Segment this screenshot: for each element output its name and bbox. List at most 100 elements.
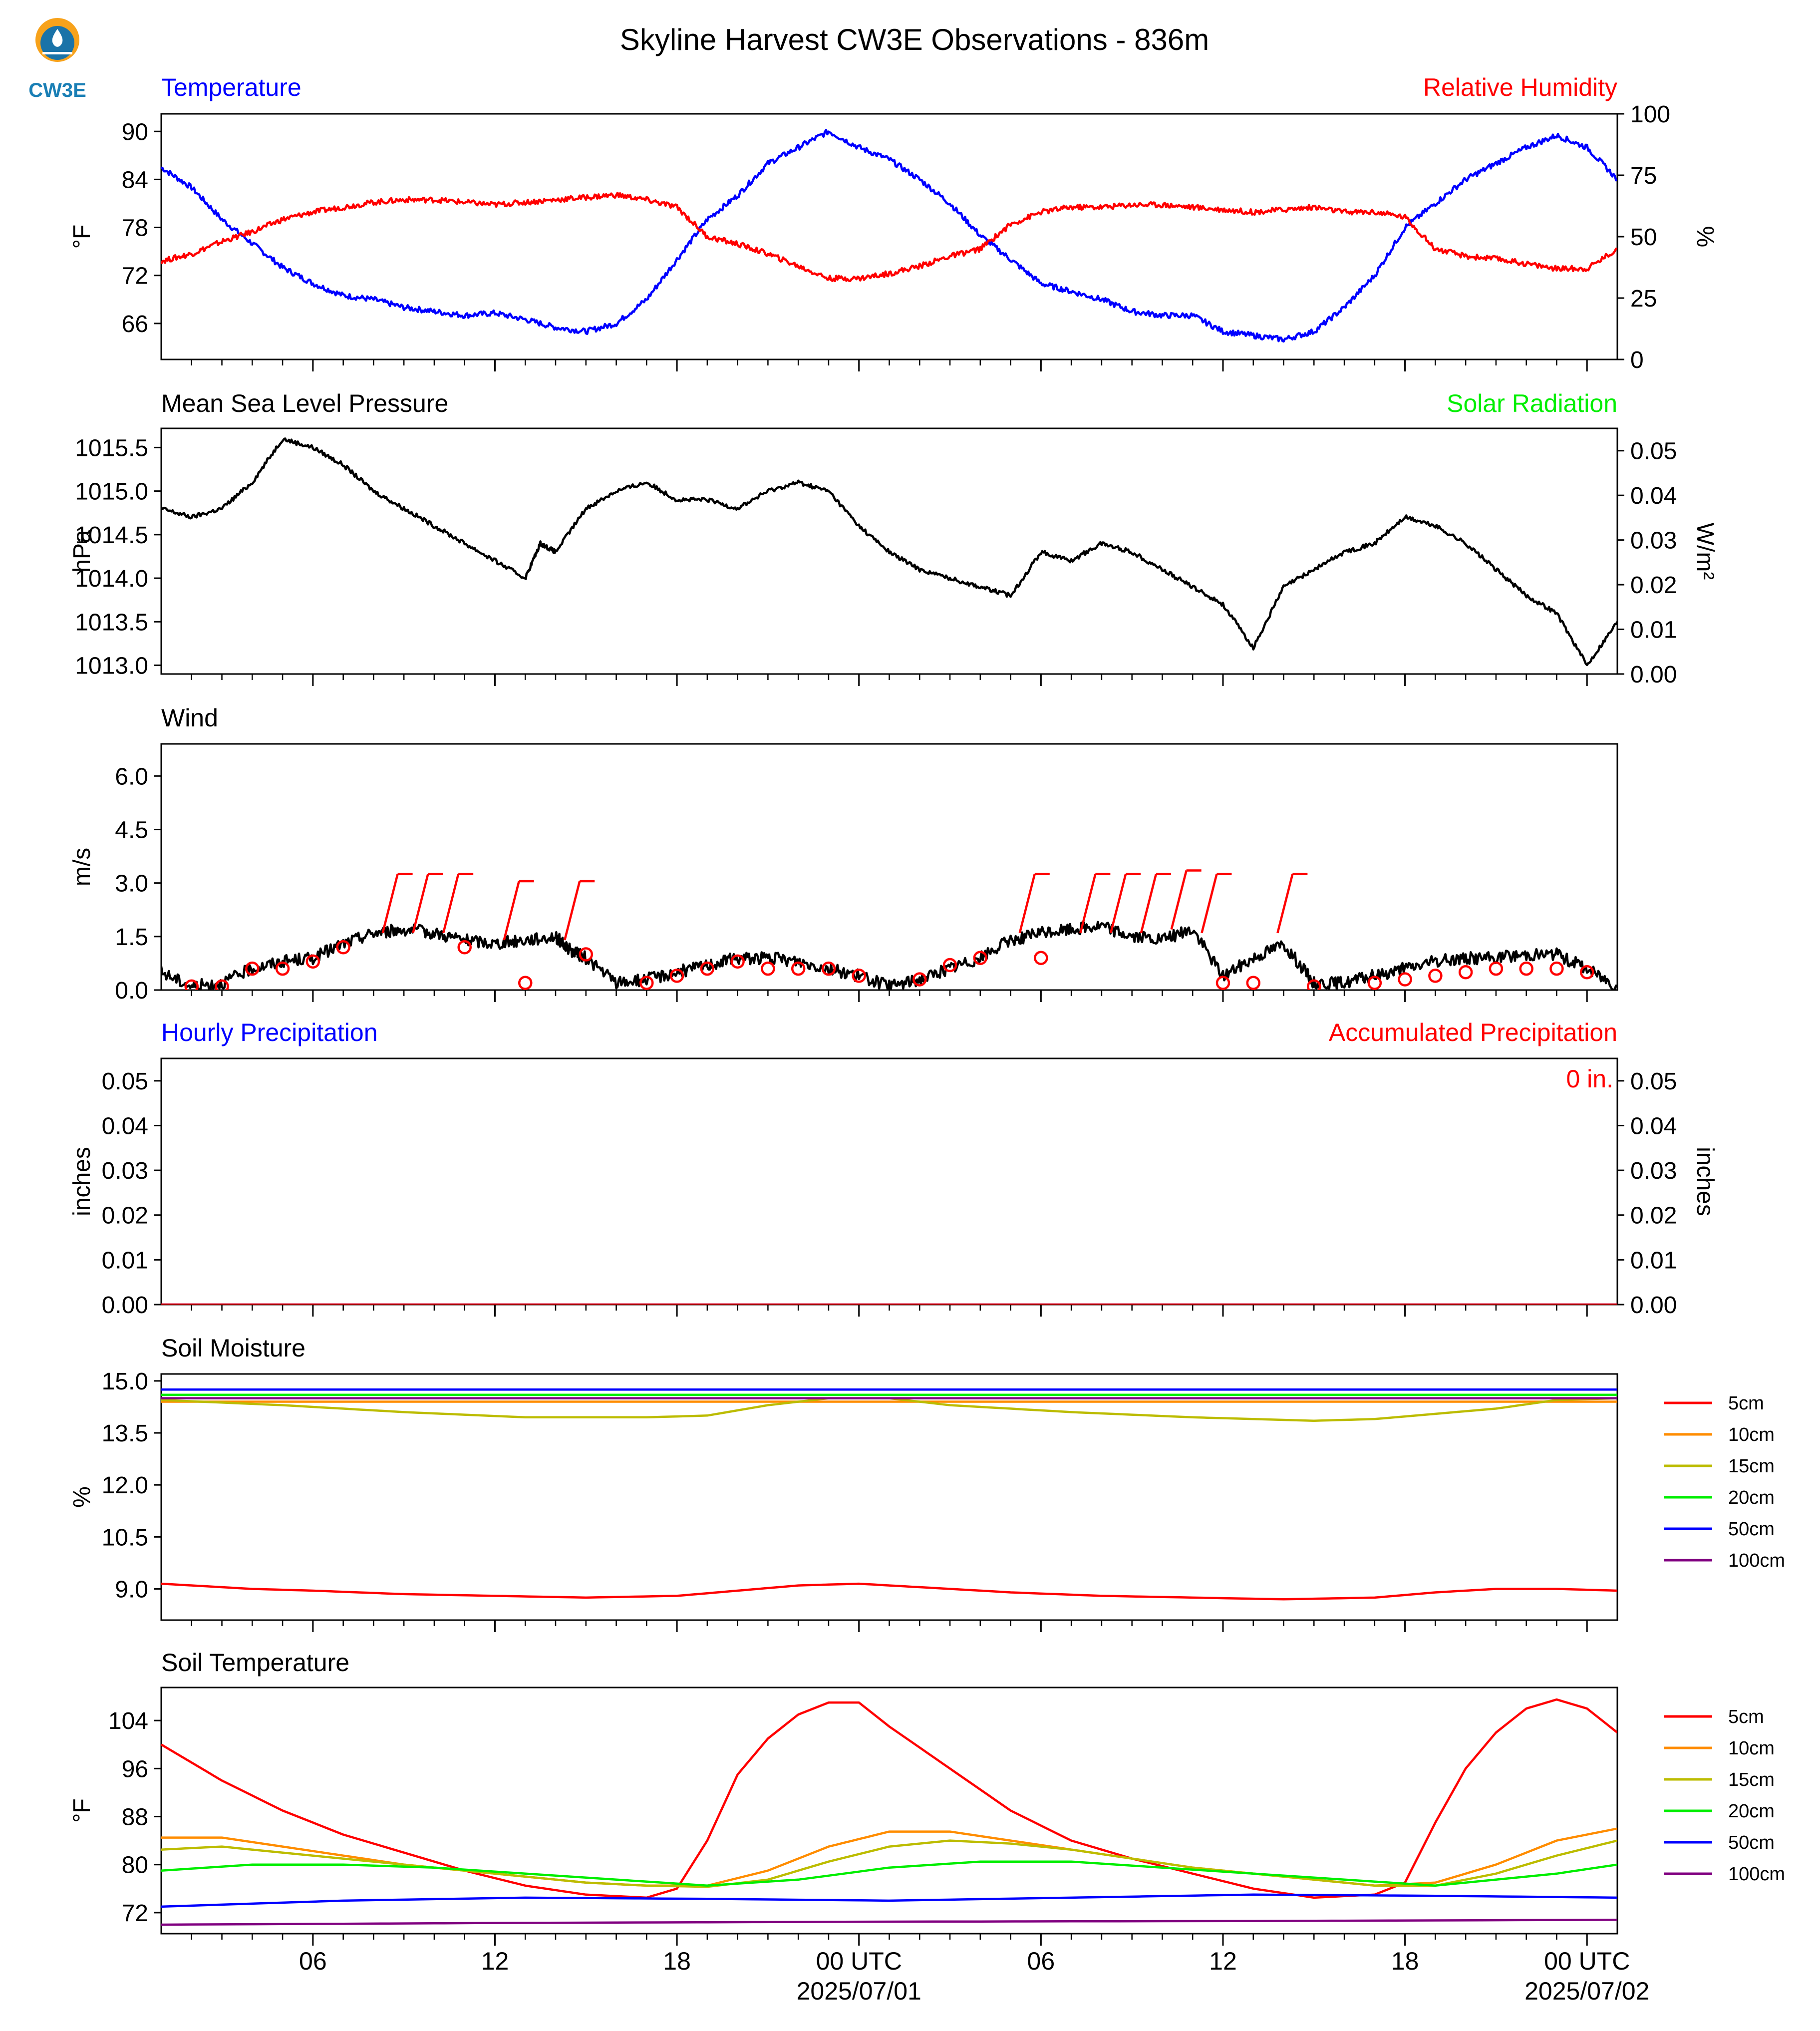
y-tick-label-right: 0.03 xyxy=(1630,528,1677,554)
wind-barb-staff xyxy=(381,874,399,934)
y-tick-label-right: 0 xyxy=(1630,347,1644,373)
legend-label: 100cm xyxy=(1728,1550,1785,1571)
y-tick-label-left: 0.0 xyxy=(115,978,148,1004)
wind-barb-staff xyxy=(1170,870,1188,930)
x-tick-label: 18 xyxy=(663,1947,691,1975)
y-tick-label-right: 0.05 xyxy=(1630,438,1677,465)
x-tick-label: 00 UTC xyxy=(1544,1947,1630,1975)
wind-calm-circle xyxy=(457,940,472,955)
y-tick-label-left: 1013.0 xyxy=(75,653,148,679)
y-tick-label-right: 0.01 xyxy=(1630,617,1677,644)
panel-pressure: Mean Sea Level Pressure Solar Radiation 10… xyxy=(69,389,1718,688)
legend-label: 10cm xyxy=(1728,1738,1775,1759)
chart-title: Skyline Harvest CW3E Observations - 836m xyxy=(620,23,1209,56)
y-axis-label-left: inches xyxy=(69,1147,95,1216)
legend-label: 10cm xyxy=(1728,1424,1775,1445)
y-axis-label-left: % xyxy=(69,1486,95,1508)
wind-calm-circle xyxy=(1398,972,1412,987)
y-tick-label-left: 0.01 xyxy=(102,1247,148,1274)
legend-label: 15cm xyxy=(1728,1456,1775,1477)
y-tick-label-left: 84 xyxy=(122,167,148,193)
x-tick-sublabel: 2025/07/01 xyxy=(797,1977,921,2005)
logo-text: CW3E xyxy=(28,79,86,101)
wind-calm-circle xyxy=(518,976,533,990)
wind-barb xyxy=(412,873,443,934)
panel-title-right: Solar Radiation xyxy=(1447,389,1617,417)
x-tick-label: 00 UTC xyxy=(816,1947,902,1975)
legend-label: 15cm xyxy=(1728,1769,1775,1790)
wind-calm-circle xyxy=(336,940,350,955)
wind-calm-circle xyxy=(1246,976,1260,990)
y-tick-label-left: 78 xyxy=(122,215,148,242)
wind-calm-circle xyxy=(1034,951,1048,965)
wind-barb-staff xyxy=(1201,874,1218,934)
series-line-soil_temperature-4 xyxy=(161,1893,1617,1908)
wind-calm-circle xyxy=(1428,969,1443,983)
panel-title-right: Accumulated Precipitation xyxy=(1329,1018,1617,1046)
wind-barb-staff xyxy=(1140,874,1158,934)
y-axis-label-right: % xyxy=(1692,226,1718,248)
y-tick-label-right: 0.02 xyxy=(1630,572,1677,599)
y-tick-label-left: 66 xyxy=(122,311,148,338)
y-axis-label-left: °F xyxy=(69,225,95,249)
y-tick-label-right: 0.00 xyxy=(1630,1292,1677,1319)
panel-soil_moisture: Soil Moisture 9.0 10.5 12.0 13.5 15.0% 5cm 10cm… xyxy=(69,1334,1785,1632)
y-tick-label-left: 1014.5 xyxy=(75,522,148,549)
x-tick-label: 06 xyxy=(299,1947,327,1975)
wind-barb-staff xyxy=(442,874,460,934)
y-axis-label-left: °F xyxy=(69,1798,95,1823)
wind-calm-circle xyxy=(1307,979,1321,990)
y-tick-label-left: 104 xyxy=(108,1708,148,1734)
y-tick-label-left: 15.0 xyxy=(102,1368,148,1395)
legend: 5cm 10cm 15cm 20cm 50cm 100cm xyxy=(1664,1706,1785,1885)
wind-calm-circle xyxy=(1215,976,1230,990)
y-tick-label-left: 88 xyxy=(122,1804,148,1831)
y-tick-label-right: 50 xyxy=(1630,224,1657,251)
y-tick-label-right: 0.00 xyxy=(1630,662,1677,688)
wind-barb xyxy=(564,880,595,941)
series-line-pressure-0 xyxy=(161,437,1617,667)
wind-calm-circle xyxy=(730,954,745,969)
y-tick-label-left: 90 xyxy=(122,119,148,145)
y-tick-label-left: 1015.5 xyxy=(75,435,148,461)
y-axis-label-left: m/s xyxy=(69,848,95,886)
wind-barb xyxy=(1109,873,1141,934)
panel-title-left: Mean Sea Level Pressure xyxy=(161,389,448,417)
legend-label: 5cm xyxy=(1728,1706,1764,1727)
wind-barb-staff xyxy=(1018,874,1036,934)
wind-barb-staff xyxy=(503,881,520,941)
y-tick-label-left: 3.0 xyxy=(115,871,148,897)
wind-barb-staff xyxy=(1109,874,1127,934)
series-line-temp_rh-1 xyxy=(161,191,1617,283)
y-axis-label-right: inches xyxy=(1692,1147,1718,1216)
series-line-soil_temperature-5 xyxy=(161,1919,1617,1926)
legend: 5cm 10cm 15cm 20cm 50cm 100cm xyxy=(1664,1393,1785,1571)
y-tick-label-left: 0.03 xyxy=(102,1158,148,1184)
y-tick-label-right: 0.04 xyxy=(1630,483,1677,509)
wind-barb-staff xyxy=(1276,874,1294,934)
plot-area xyxy=(161,869,1617,990)
wind-calm-circle xyxy=(1549,961,1564,976)
logo-drop-icon xyxy=(52,29,63,47)
wind-barb xyxy=(442,873,474,934)
y-tick-label-right: 75 xyxy=(1630,163,1657,189)
wind-calm-circle xyxy=(1458,965,1473,980)
series-line-soil_temperature-3 xyxy=(161,1860,1617,1887)
y-tick-label-left: 96 xyxy=(122,1756,148,1782)
logo-wave-icon xyxy=(42,52,72,54)
y-axis-label-left: hPa xyxy=(69,530,95,573)
panel-title-right: Relative Humidity xyxy=(1423,73,1617,101)
wind-barb-staff xyxy=(412,874,429,934)
series-line-temp_rh-0 xyxy=(161,129,1617,343)
series-line-soil_temperature-0 xyxy=(161,1698,1617,1899)
x-tick-label: 12 xyxy=(1209,1947,1237,1975)
wind-calm-circle xyxy=(761,961,775,976)
legend-label: 50cm xyxy=(1728,1832,1775,1853)
y-tick-label-right: 0.02 xyxy=(1630,1203,1677,1229)
y-tick-label-left: 10.5 xyxy=(102,1524,148,1551)
wind-calm-circle xyxy=(942,958,957,973)
y-tick-label-left: 13.5 xyxy=(102,1420,148,1447)
series-line-soil_moisture-0 xyxy=(161,1582,1617,1601)
